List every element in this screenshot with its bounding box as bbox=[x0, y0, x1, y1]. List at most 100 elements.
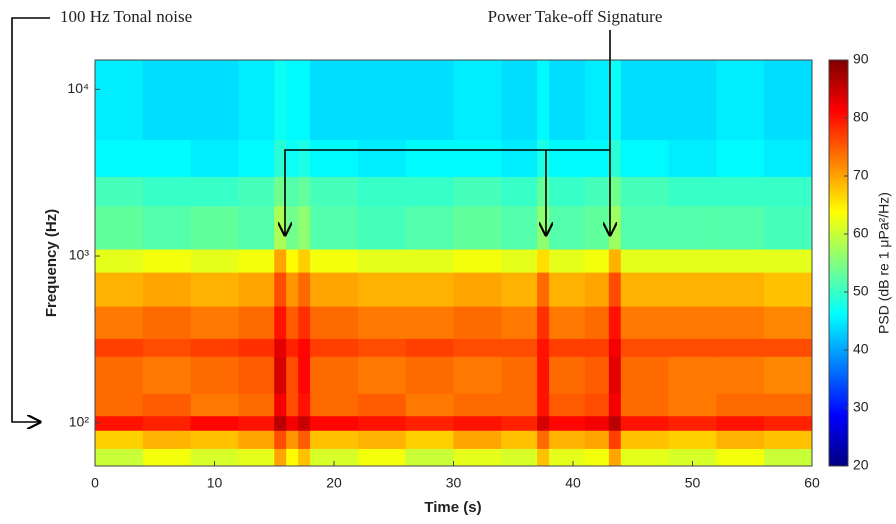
heatmap-cell bbox=[608, 249, 622, 273]
heatmap-cell bbox=[238, 60, 275, 140]
heatmap-cell bbox=[764, 448, 813, 467]
y-tick-label: 10⁴ bbox=[67, 80, 89, 96]
colorbar bbox=[828, 59, 849, 467]
heatmap-cell bbox=[453, 430, 502, 449]
heatmap-cell bbox=[668, 272, 717, 307]
heatmap-cell bbox=[95, 448, 144, 467]
heatmap-cell bbox=[286, 415, 299, 431]
heatmap-cell bbox=[620, 272, 669, 307]
heatmap-cell bbox=[716, 430, 765, 449]
heatmap-cell bbox=[286, 338, 299, 357]
heatmap-cell bbox=[549, 272, 586, 307]
heatmap-cell bbox=[608, 139, 622, 177]
heatmap-cell bbox=[584, 60, 610, 140]
colorbar-label: PSD (dB re 1 μPa²/Hz) bbox=[876, 192, 892, 334]
heatmap-cell bbox=[298, 176, 311, 207]
heatmap-cell bbox=[298, 249, 311, 273]
heatmap-cell bbox=[453, 205, 502, 250]
heatmap-cell bbox=[764, 139, 813, 177]
heatmap-cell bbox=[584, 139, 610, 177]
heatmap-cell bbox=[716, 205, 765, 250]
heatmap-cell bbox=[274, 393, 287, 417]
heatmap-cell bbox=[274, 176, 287, 207]
x-tick-label: 20 bbox=[326, 475, 342, 491]
heatmap-cell bbox=[608, 430, 622, 449]
heatmap-cell bbox=[310, 393, 359, 417]
heatmap-cell bbox=[537, 139, 550, 177]
heatmap-cell bbox=[668, 176, 717, 207]
heatmap-cell bbox=[310, 338, 359, 357]
heatmap-cell bbox=[274, 139, 287, 177]
heatmap-cell bbox=[190, 393, 239, 417]
colorbar-tick-label: 20 bbox=[853, 457, 869, 473]
heatmap-cell bbox=[274, 272, 287, 307]
heatmap-cell bbox=[453, 306, 502, 339]
heatmap-cell bbox=[668, 356, 717, 394]
heatmap-cell bbox=[549, 249, 586, 273]
heatmap-cell bbox=[620, 306, 669, 339]
heatmap-cell bbox=[95, 430, 144, 449]
heatmap-cell bbox=[537, 430, 550, 449]
heatmap-cell bbox=[238, 272, 275, 307]
x-axis-label: Time (s) bbox=[424, 499, 481, 516]
x-tick-label: 60 bbox=[804, 475, 820, 491]
heatmap-cell bbox=[142, 356, 191, 394]
heatmap-cell bbox=[764, 205, 813, 250]
heatmap-cell bbox=[190, 272, 239, 307]
heatmap-cell bbox=[238, 205, 275, 250]
heatmap-cell bbox=[537, 272, 550, 307]
heatmap-cell bbox=[298, 430, 311, 449]
heatmap-cell bbox=[357, 430, 407, 449]
colorbar-tick-label: 40 bbox=[853, 341, 869, 357]
heatmap-cell bbox=[95, 249, 144, 273]
heatmap-cell bbox=[310, 272, 359, 307]
heatmap-cell bbox=[584, 356, 610, 394]
heatmap-cell bbox=[668, 393, 717, 417]
heatmap-cell bbox=[286, 60, 299, 140]
colorbar-tick-label: 50 bbox=[853, 283, 869, 299]
heatmap-cell bbox=[764, 356, 813, 394]
heatmap-cell bbox=[310, 249, 359, 273]
heatmap-cell bbox=[95, 139, 144, 177]
heatmap-cell bbox=[298, 139, 311, 177]
heatmap-cell bbox=[584, 415, 610, 431]
heatmap-cell bbox=[190, 448, 239, 467]
heatmap-cell bbox=[405, 338, 454, 357]
heatmap-cell bbox=[453, 338, 502, 357]
heatmap-cell bbox=[716, 338, 765, 357]
heatmap-cell bbox=[286, 249, 299, 273]
heatmap-cell bbox=[95, 393, 144, 417]
heatmap-cell bbox=[501, 306, 538, 339]
heatmap-cell bbox=[764, 306, 813, 339]
heatmap-cell bbox=[537, 356, 550, 394]
heatmap-cell bbox=[501, 272, 538, 307]
heatmap-cell bbox=[716, 356, 765, 394]
heatmap-cell bbox=[668, 60, 717, 140]
heatmap-cell bbox=[537, 338, 550, 357]
heatmap-cell bbox=[668, 430, 717, 449]
heatmap-cell bbox=[584, 393, 610, 417]
heatmap-cell bbox=[286, 430, 299, 449]
heatmap-cell bbox=[142, 176, 191, 207]
y-tick-label: 10² bbox=[69, 413, 90, 429]
heatmap-cell bbox=[764, 60, 813, 140]
heatmap-cell bbox=[142, 249, 191, 273]
heatmap-cell bbox=[668, 249, 717, 273]
colorbar-tick-label: 90 bbox=[853, 51, 869, 67]
heatmap-cell bbox=[764, 249, 813, 273]
heatmap-cell bbox=[310, 415, 359, 431]
heatmap-cell bbox=[190, 139, 239, 177]
heatmap-cell bbox=[190, 430, 239, 449]
heatmap-cell bbox=[716, 306, 765, 339]
heatmap-cell bbox=[716, 272, 765, 307]
heatmap-cell bbox=[357, 338, 407, 357]
heatmap-cell bbox=[608, 176, 622, 207]
heatmap-cell bbox=[453, 393, 502, 417]
heatmap-cell bbox=[405, 448, 454, 467]
heatmap-cell bbox=[298, 448, 311, 467]
heatmap-cell bbox=[501, 249, 538, 273]
heatmap-cell bbox=[298, 356, 311, 394]
heatmap-cell bbox=[501, 176, 538, 207]
heatmap-cell bbox=[238, 430, 275, 449]
